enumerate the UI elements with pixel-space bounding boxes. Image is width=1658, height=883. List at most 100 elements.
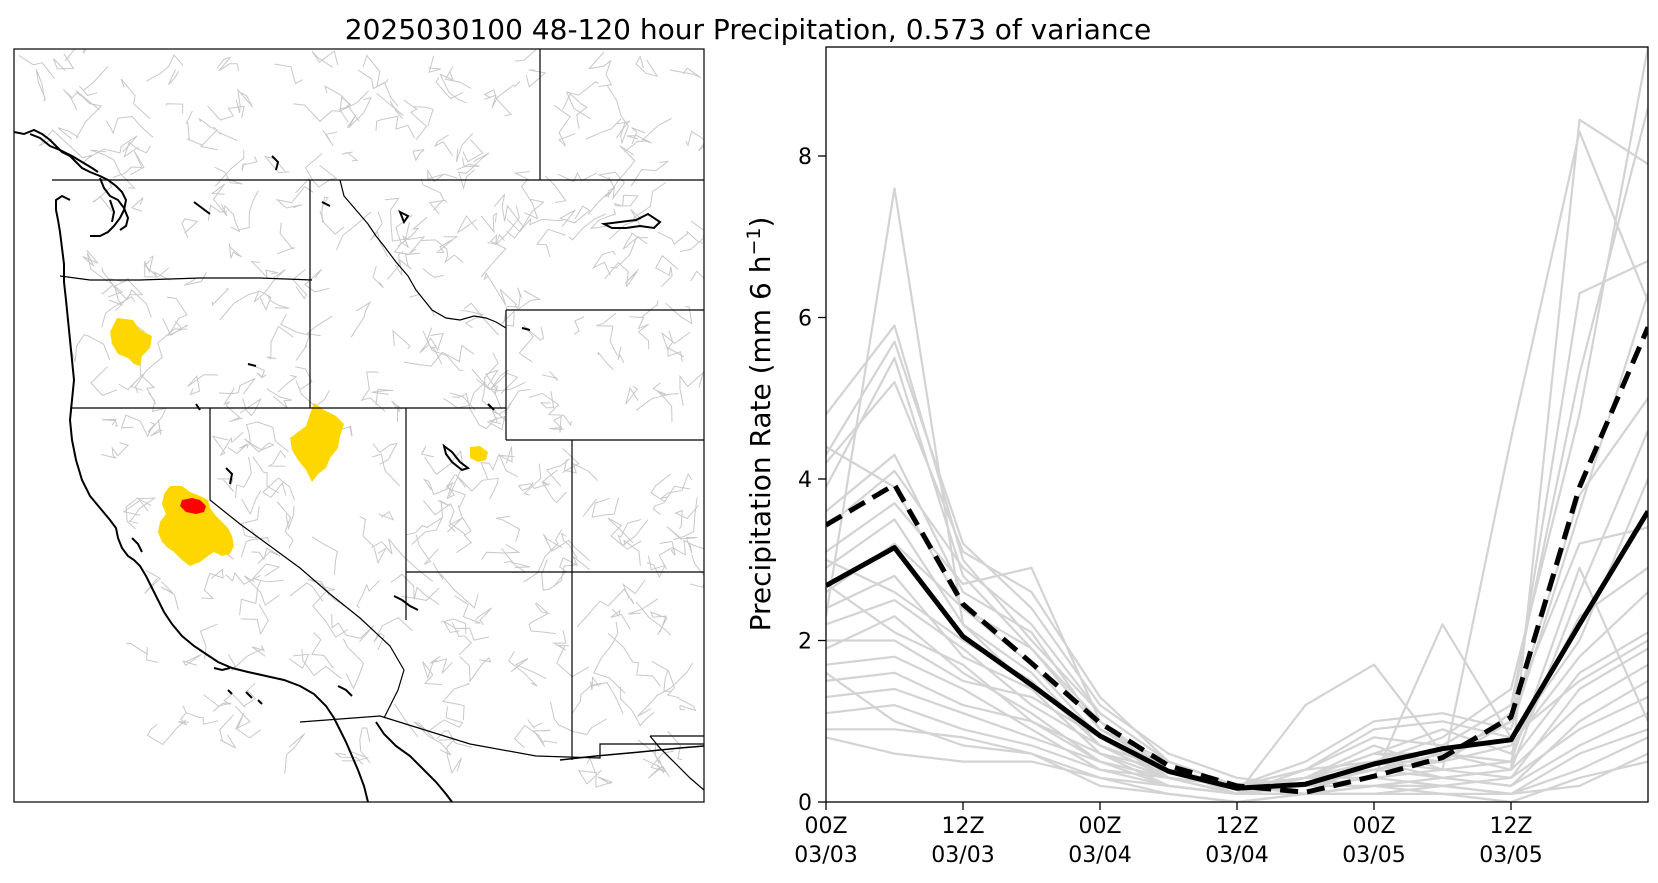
ensemble-member-line [826,566,1648,796]
basin-line [454,595,481,624]
basin-line [445,474,456,500]
basin-line [625,385,639,405]
basin-line [390,573,440,605]
basin-line [436,730,472,748]
basin-line [590,675,602,690]
basin-line [253,268,286,303]
basin-line [251,547,281,564]
basin-line [459,656,492,683]
basin-line [487,415,506,431]
basin-line [39,129,92,164]
basin-line [667,730,683,761]
basin-line [322,130,338,146]
basin-line [500,547,531,568]
basin-line [443,381,486,409]
basin-line [528,613,557,635]
basin-line [549,415,565,433]
highlight-basin-california [158,486,234,566]
basin-line [339,96,360,122]
basin-line [560,532,578,559]
basin-line [203,694,232,712]
x-tick-label-date: 03/05 [1479,843,1542,868]
basin-line [57,127,80,140]
basin-line [346,97,372,129]
highlight-basin-oregon [110,318,152,366]
basin-line [433,134,454,156]
basin-line [673,497,698,541]
basin-line [214,166,243,185]
basin-line [356,579,380,609]
basin-line [267,449,287,467]
basin-line [496,515,521,542]
basin-line [262,477,295,501]
basin-line [277,374,298,393]
basin-line [617,346,625,364]
basin-line [304,268,330,293]
basin-line [266,325,294,360]
basin-line [125,497,149,530]
basin-line [456,215,478,234]
basin-line [635,601,672,636]
x-axis: 00Z 03/03 12Z 03/03 00Z 03/04 12Z 03/04 00Z 03/05… [794,802,1543,868]
basin-line [457,152,490,174]
basin-line [240,603,269,636]
basin-line [284,733,306,774]
basin-line [376,92,404,119]
basin-line [420,178,445,211]
x-tick-label-time: 00Z [804,814,847,839]
basin-line [499,446,515,464]
basin-line [685,130,704,152]
basin-line [424,450,464,497]
basin-line [235,88,253,113]
basin-line [301,649,342,680]
basin-line [342,638,365,690]
basin-line [18,54,55,79]
basin-line [166,296,188,337]
basin-line [608,209,643,240]
basin-line [311,536,338,576]
basin-line [187,374,219,396]
x-tick-label-time: 12Z [1215,814,1258,839]
basin-line [529,392,572,427]
basin-line [495,205,520,246]
figure-title: 2025030100 48-120 hour Precipitation, 0.… [345,13,1151,46]
basin-line [160,581,179,610]
basin-line [597,351,614,371]
basin-line [70,334,111,363]
basin-line [607,145,636,198]
basin-line [219,290,272,321]
basin-line [415,534,439,565]
basin-line [549,701,607,735]
basin-line [307,578,346,608]
basin-line [493,193,524,227]
basin-line [198,117,218,151]
basin-line [251,645,266,657]
basin-line [397,216,428,247]
basin-line [184,272,207,286]
basin-line [680,220,704,252]
basin-line [690,270,704,282]
basin-line [442,683,470,721]
basin-line [64,49,87,62]
basin-line [562,93,588,129]
basin-line [219,377,256,395]
ensemble-member-line [826,671,1648,802]
basin-line [489,369,519,394]
basin-line [181,218,199,239]
basin-line [412,149,425,162]
basin-line [143,259,171,281]
x-tick-label-time: 00Z [1078,814,1121,839]
y-tick-label: 8 [798,145,812,170]
basin-line [485,369,526,392]
basin-line [455,474,499,500]
basin-line [375,115,416,139]
basin-line [622,232,648,250]
basin-line [435,236,459,253]
basin-line [371,388,394,406]
basin-line [311,632,334,669]
basin-line [134,328,188,394]
basin-line [252,456,279,494]
basin-line [371,538,434,582]
basin-line [250,260,279,280]
river-basin-lines [18,49,704,788]
